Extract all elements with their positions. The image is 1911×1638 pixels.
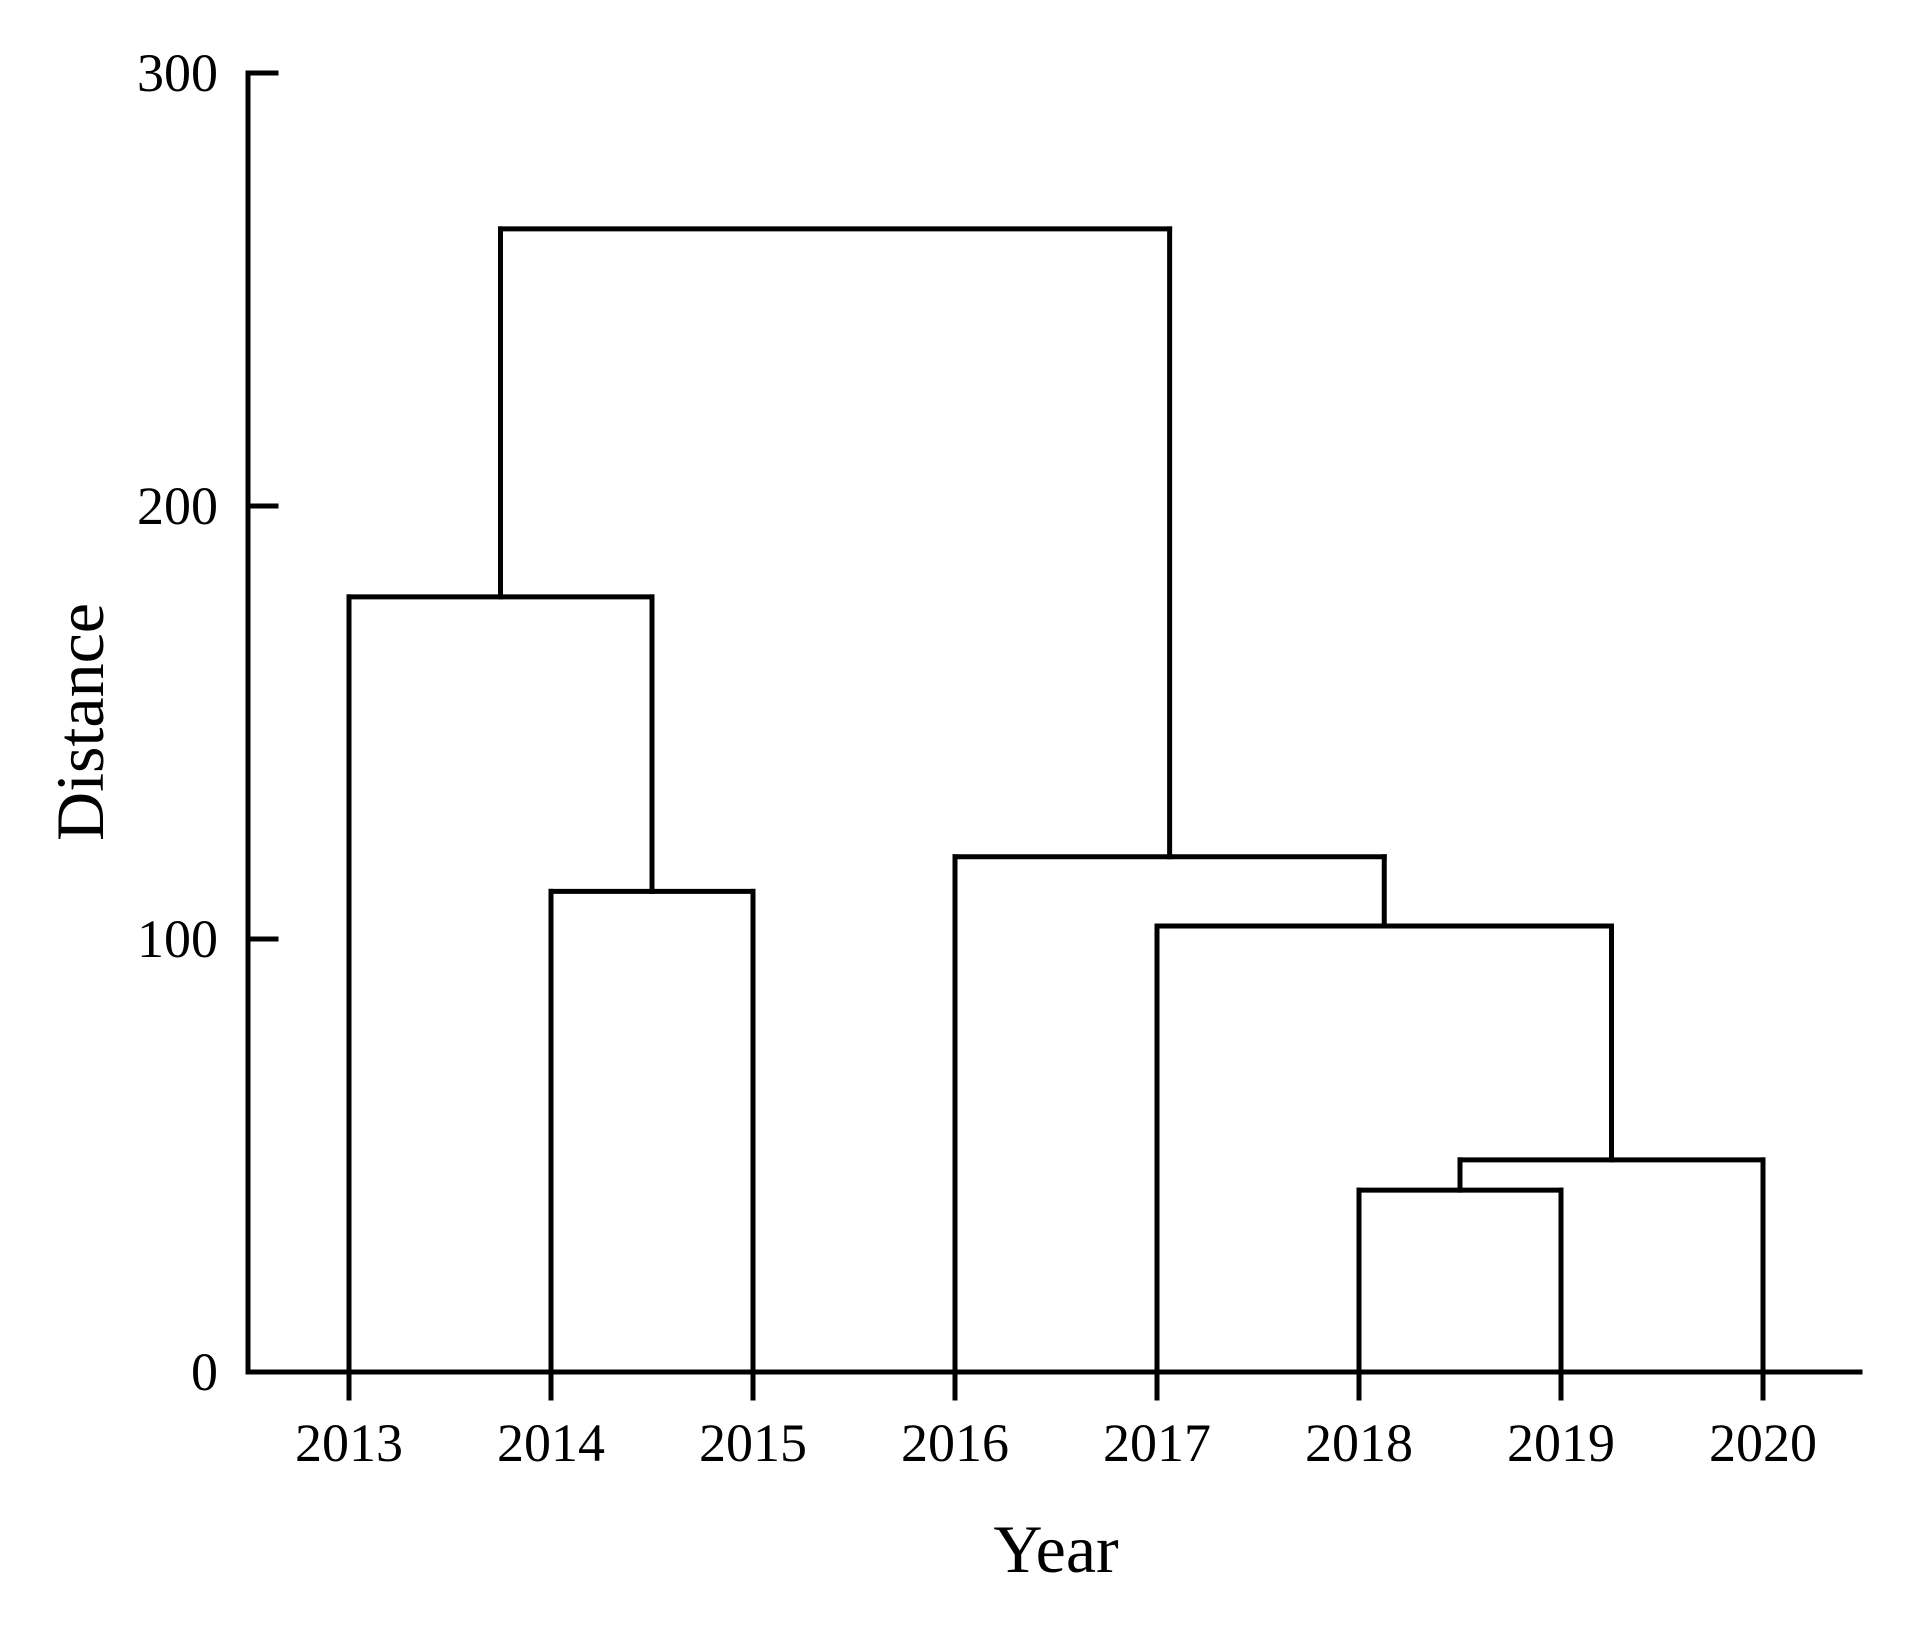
x-tick-label: 2014: [497, 1413, 605, 1473]
y-tick-label: 100: [137, 909, 218, 969]
x-tick-label: 2017: [1103, 1413, 1211, 1473]
x-axis-title: Year: [993, 1511, 1119, 1587]
x-tick-label: 2016: [901, 1413, 1009, 1473]
y-tick-label: 0: [191, 1342, 218, 1402]
x-tick-label: 2019: [1507, 1413, 1615, 1473]
y-axis-title: Distance: [42, 603, 118, 841]
y-tick-label: 300: [137, 43, 218, 103]
x-tick-label: 2018: [1305, 1413, 1413, 1473]
x-tick-label: 2013: [295, 1413, 403, 1473]
y-tick-label: 200: [137, 476, 218, 536]
x-tick-label: 2015: [699, 1413, 807, 1473]
x-tick-label: 2020: [1709, 1413, 1817, 1473]
